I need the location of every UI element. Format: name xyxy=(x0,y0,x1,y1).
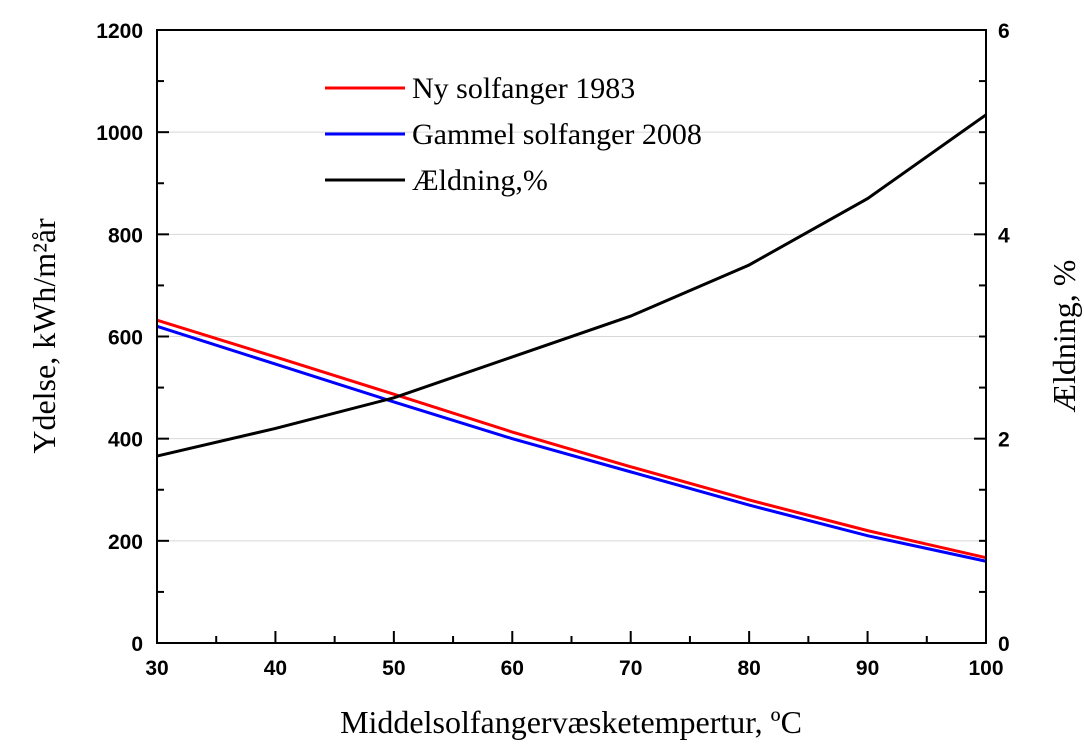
x-axis-label: Middelsolfangervæsketempertur, ºC xyxy=(340,704,802,740)
x-tick-label: 50 xyxy=(382,657,405,680)
y2-tick-label: 4 xyxy=(998,224,1010,247)
y-tick-label: 800 xyxy=(108,224,143,247)
x-tick-label: 90 xyxy=(856,657,879,680)
data-line xyxy=(156,113,987,458)
y-tick-label: 400 xyxy=(108,429,143,452)
x-tick-label: 80 xyxy=(737,657,760,680)
y-tick-label: 1000 xyxy=(96,122,143,145)
y-axis-label: Ydelse, kWh/m²år xyxy=(26,218,62,454)
y-tick-label: 1200 xyxy=(96,20,143,43)
y-tick-label: 200 xyxy=(108,531,143,554)
legend-label: Ny solfanger 1983 xyxy=(412,72,635,105)
data-line xyxy=(156,318,987,560)
x-tick-label: 30 xyxy=(145,657,168,680)
y2-tick-label: 0 xyxy=(998,633,1010,656)
y-tick-label: 0 xyxy=(131,633,143,656)
x-tick-label: 70 xyxy=(619,657,642,680)
plot-frame xyxy=(156,29,987,644)
legend-label: Ældning,% xyxy=(412,164,548,197)
y2-axis-label: Ældning, % xyxy=(1046,260,1082,413)
data-line xyxy=(156,324,987,563)
y-tick-label: 600 xyxy=(108,327,143,350)
x-tick-label: 60 xyxy=(501,657,524,680)
x-tick-label: 40 xyxy=(264,657,287,680)
y2-tick-label: 2 xyxy=(998,429,1010,452)
x-tick-label: 100 xyxy=(968,657,1003,680)
legend-label: Gammel solfanger 2008 xyxy=(412,118,702,151)
y2-tick-label: 6 xyxy=(998,20,1010,43)
